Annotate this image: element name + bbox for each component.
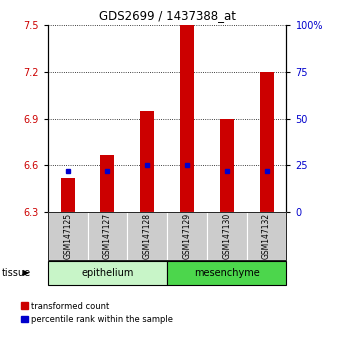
Title: GDS2699 / 1437388_at: GDS2699 / 1437388_at: [99, 9, 236, 22]
Bar: [61, 178, 75, 212]
Bar: [247, 212, 286, 260]
Text: ▶: ▶: [23, 268, 30, 278]
Legend: transformed count, percentile rank within the sample: transformed count, percentile rank withi…: [21, 302, 173, 324]
Text: mesenchyme: mesenchyme: [194, 268, 260, 278]
Bar: [220, 119, 234, 212]
Bar: [167, 261, 286, 285]
Bar: [48, 212, 88, 260]
Text: GSM147130: GSM147130: [222, 213, 231, 259]
Bar: [101, 155, 114, 212]
Text: epithelium: epithelium: [81, 268, 134, 278]
Text: GSM147129: GSM147129: [182, 213, 192, 259]
Text: GSM147125: GSM147125: [63, 213, 72, 259]
Bar: [260, 72, 273, 212]
Text: tissue: tissue: [2, 268, 31, 278]
Bar: [180, 25, 194, 212]
Text: GSM147127: GSM147127: [103, 213, 112, 259]
Bar: [207, 212, 247, 260]
Bar: [167, 212, 207, 260]
Bar: [48, 261, 167, 285]
Bar: [88, 212, 127, 260]
Text: GSM147132: GSM147132: [262, 213, 271, 259]
Bar: [140, 111, 154, 212]
Bar: [127, 212, 167, 260]
Text: GSM147128: GSM147128: [143, 213, 152, 259]
